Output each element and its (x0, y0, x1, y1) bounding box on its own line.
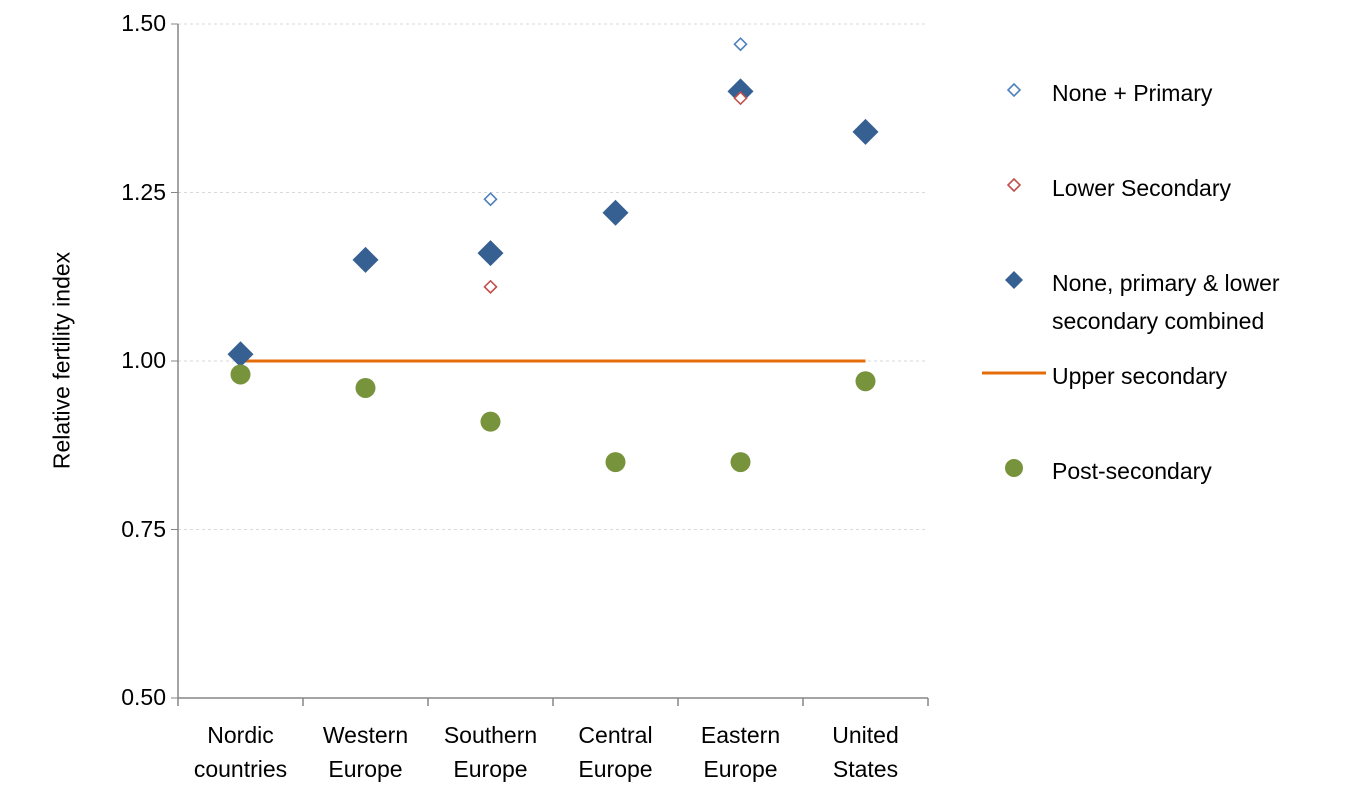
x-tick-label: Western Europe (322, 722, 409, 782)
open-diamond-marker (733, 37, 748, 52)
y-tick-label: 0.50 (121, 684, 166, 710)
y-tick-label: 1.00 (121, 347, 166, 373)
circle-marker (230, 364, 251, 385)
legend-label: Upper secondary (1052, 363, 1228, 389)
circle-marker (355, 377, 376, 398)
diamond-marker (852, 118, 879, 145)
y-tick-label: 1.50 (121, 10, 166, 36)
circle-marker (730, 452, 751, 473)
legend-label: None, primary & lower secondary combined (1052, 270, 1280, 334)
x-tick-label: Southern Europe (443, 722, 538, 782)
legend-label: Lower Secondary (1052, 175, 1231, 201)
x-tick-label: United States (832, 722, 899, 782)
y-tick-label: 1.25 (121, 178, 166, 205)
open-diamond-marker (483, 192, 498, 207)
open-diamond-marker (483, 279, 498, 294)
diamond-marker (602, 199, 629, 226)
diamond-marker (477, 240, 504, 267)
legend-swatch (1006, 177, 1022, 193)
legend-swatch (1005, 271, 1023, 289)
legend-swatch (1006, 82, 1022, 98)
legend-swatch (1005, 459, 1023, 477)
circle-marker (855, 371, 876, 392)
x-tick-label: Central Europe (578, 722, 653, 782)
x-tick-label: Eastern Europe (700, 722, 781, 782)
open-diamond-marker (733, 91, 748, 106)
x-tick-label: Nordic countries (193, 722, 288, 782)
diamond-marker (352, 246, 379, 273)
y-tick-label: 0.75 (121, 515, 166, 542)
legend-label: Post-secondary (1052, 458, 1212, 484)
diamond-marker (227, 341, 254, 368)
legend-label: None + Primary (1052, 80, 1213, 106)
circle-marker (480, 411, 501, 432)
circle-marker (605, 452, 626, 473)
